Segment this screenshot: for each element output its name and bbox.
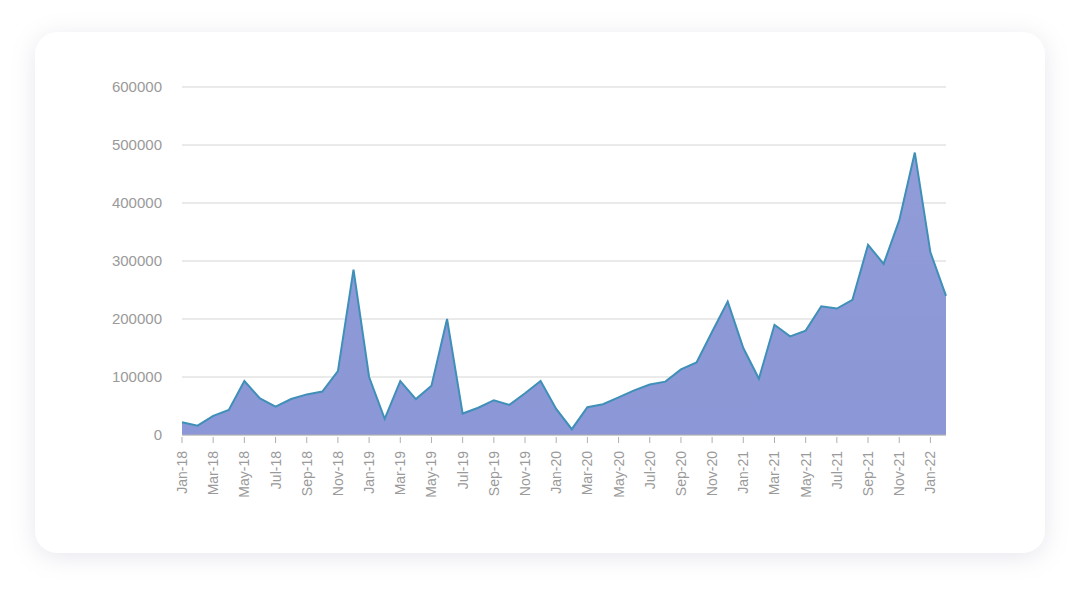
svg-text:500000: 500000 [112, 136, 162, 153]
svg-text:May-20: May-20 [611, 451, 627, 498]
svg-text:Jan-19: Jan-19 [361, 451, 377, 494]
svg-text:0: 0 [154, 426, 162, 443]
svg-text:200000: 200000 [112, 310, 162, 327]
svg-text:Jan-22: Jan-22 [922, 451, 938, 494]
svg-text:Jul-18: Jul-18 [268, 451, 284, 489]
svg-text:May-18: May-18 [236, 451, 252, 498]
svg-text:100000: 100000 [112, 368, 162, 385]
svg-text:Nov-19: Nov-19 [517, 451, 533, 496]
svg-text:400000: 400000 [112, 194, 162, 211]
svg-text:Mar-21: Mar-21 [766, 451, 782, 496]
svg-text:Sep-19: Sep-19 [486, 451, 502, 496]
svg-text:Sep-21: Sep-21 [860, 451, 876, 496]
svg-text:Jul-19: Jul-19 [455, 451, 471, 489]
svg-text:May-21: May-21 [798, 451, 814, 498]
svg-text:Mar-20: Mar-20 [579, 451, 595, 496]
svg-text:600000: 600000 [112, 78, 162, 95]
svg-text:Nov-20: Nov-20 [704, 451, 720, 496]
svg-text:Jan-21: Jan-21 [735, 451, 751, 494]
svg-text:Jul-20: Jul-20 [642, 451, 658, 489]
svg-text:Sep-18: Sep-18 [299, 451, 315, 496]
svg-text:300000: 300000 [112, 252, 162, 269]
svg-text:Jan-20: Jan-20 [548, 451, 564, 494]
svg-text:Jan-18: Jan-18 [174, 451, 190, 494]
svg-text:Jul-21: Jul-21 [829, 451, 845, 489]
svg-text:Mar-18: Mar-18 [205, 451, 221, 496]
svg-text:Nov-18: Nov-18 [330, 451, 346, 496]
svg-text:Sep-20: Sep-20 [673, 451, 689, 496]
svg-text:Mar-19: Mar-19 [392, 451, 408, 496]
svg-text:May-19: May-19 [423, 451, 439, 498]
svg-text:Nov-21: Nov-21 [891, 451, 907, 496]
